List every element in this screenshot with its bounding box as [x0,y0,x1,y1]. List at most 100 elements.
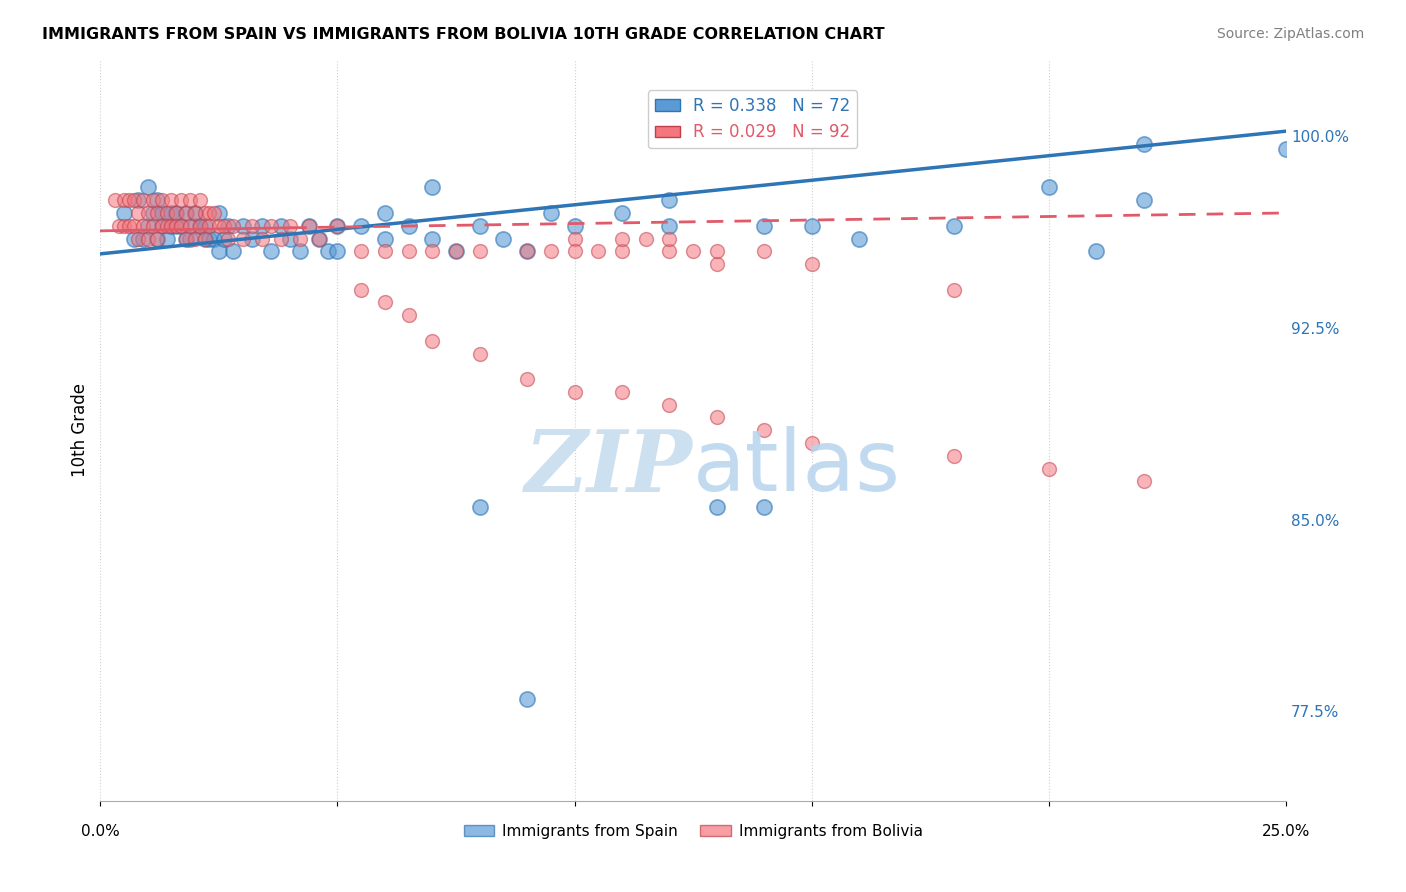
Point [179,231,201,245]
Point [118,219,141,233]
Point [270,219,292,233]
Point [212,219,235,233]
Point [468,219,491,233]
Point [146,206,169,220]
Point [270,231,292,245]
Point [754,500,776,514]
Point [374,295,396,310]
Point [184,219,207,233]
Point [610,206,633,220]
Point [754,423,776,437]
Point [682,244,704,259]
Point [754,219,776,233]
Text: 25.0%: 25.0% [1261,823,1310,838]
Point [754,244,776,259]
Point [132,219,155,233]
Y-axis label: 10th Grade: 10th Grade [72,384,89,477]
Point [374,244,396,259]
Point [1132,193,1154,207]
Point [160,193,183,207]
Point [122,219,145,233]
Point [188,193,211,207]
Point [132,231,155,245]
Point [150,219,173,233]
Point [232,219,254,233]
Point [564,231,586,245]
Point [174,206,197,220]
Point [326,219,349,233]
Point [800,436,823,450]
Point [326,219,349,233]
Legend: Immigrants from Spain, Immigrants from Bolivia: Immigrants from Spain, Immigrants from B… [457,818,929,845]
Point [444,244,467,259]
Point [540,244,562,259]
Point [800,219,823,233]
Point [136,206,159,220]
Point [141,193,163,207]
Point [202,231,225,245]
Point [184,231,207,245]
Point [610,384,633,399]
Point [150,206,173,220]
Point [160,219,183,233]
Point [150,193,173,207]
Point [141,219,163,233]
Point [298,219,321,233]
Point [1275,142,1298,156]
Point [103,193,125,207]
Point [516,372,538,386]
Point [136,219,159,233]
Point [174,206,197,220]
Point [208,244,231,259]
Point [326,244,349,259]
Point [374,206,396,220]
Point [706,244,728,259]
Point [278,231,301,245]
Point [198,219,221,233]
Point [706,257,728,271]
Point [658,219,681,233]
Point [146,231,169,245]
Point [468,244,491,259]
Point [610,231,633,245]
Point [184,206,207,220]
Point [658,398,681,412]
Point [1038,461,1060,475]
Point [184,206,207,220]
Point [278,219,301,233]
Point [943,219,966,233]
Point [127,193,149,207]
Point [240,219,263,233]
Point [516,244,538,259]
Point [217,219,239,233]
Point [260,244,283,259]
Point [468,346,491,360]
Point [194,206,217,220]
Point [146,231,169,245]
Point [179,219,201,233]
Text: Source: ZipAtlas.com: Source: ZipAtlas.com [1216,27,1364,41]
Point [420,244,443,259]
Point [141,206,163,220]
Point [188,219,211,233]
Point [420,180,443,194]
Point [308,231,330,245]
Point [420,334,443,348]
Point [1132,475,1154,489]
Point [540,206,562,220]
Point [208,219,231,233]
Point [288,244,311,259]
Point [165,219,187,233]
Point [420,231,443,245]
Point [146,193,169,207]
Point [212,231,235,245]
Point [398,308,420,322]
Point [468,500,491,514]
Point [136,231,159,245]
Point [122,231,145,245]
Point [198,231,221,245]
Point [350,219,373,233]
Point [706,500,728,514]
Point [943,283,966,297]
Point [658,244,681,259]
